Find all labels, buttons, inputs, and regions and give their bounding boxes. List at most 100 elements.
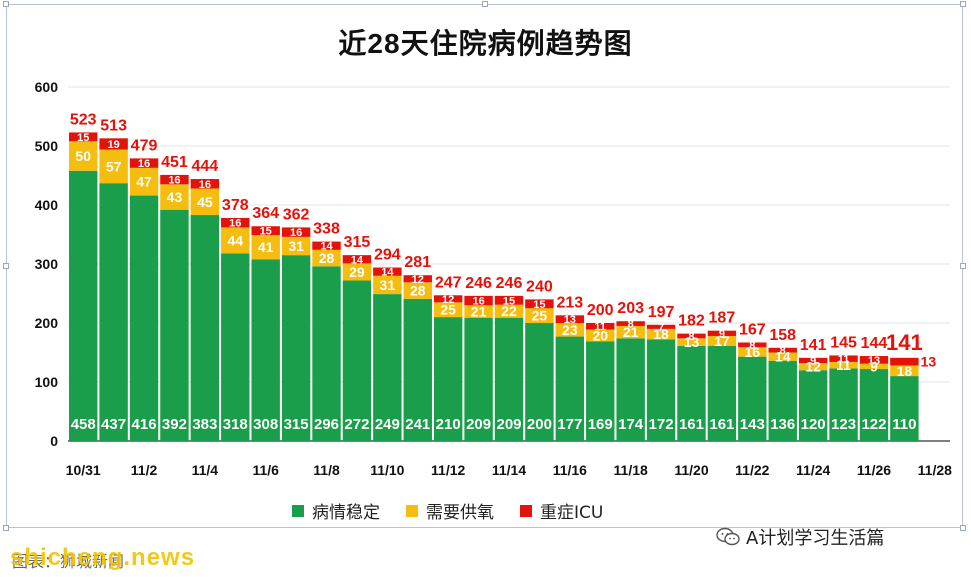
data-label-icu: 15 (260, 226, 272, 238)
legend-label-stable: 病情稳定 (312, 503, 380, 523)
data-label-total: 523 (70, 111, 97, 128)
legend-swatch-icu (520, 504, 532, 517)
data-label-stable: 315 (284, 416, 309, 433)
data-label-total: 246 (496, 275, 523, 292)
data-label-total: 315 (344, 234, 371, 251)
bar-oxygen (433, 302, 463, 318)
bar-oxygen (312, 249, 341, 267)
bar-icu (738, 342, 767, 348)
resize-handle-bottom-right[interactable] (960, 525, 966, 531)
bar-icu (190, 179, 220, 189)
data-label-icu: 11 (594, 321, 606, 333)
bar-stable (829, 368, 858, 441)
bar-icu (829, 355, 858, 362)
resize-handle-top[interactable] (482, 1, 488, 7)
bar-oxygen (707, 335, 737, 347)
data-label-icu: 15 (533, 299, 545, 311)
bar-icu (373, 267, 402, 276)
data-label-oxygen: 41 (258, 239, 274, 255)
bar-stable (373, 294, 402, 441)
data-label-oxygen: 13 (684, 334, 700, 350)
bar-oxygen (373, 275, 402, 295)
legend-item-oxygen: 需要供氧 (406, 498, 494, 523)
resize-handle-top-right[interactable] (960, 1, 966, 7)
bar-icu (69, 132, 98, 142)
resize-handle-left[interactable] (3, 263, 9, 269)
bar-oxygen (464, 305, 493, 318)
data-label-stable: 209 (496, 416, 521, 433)
data-label-icu: 13 (921, 354, 937, 370)
data-label-stable: 136 (770, 416, 795, 433)
bar-icu (525, 299, 554, 309)
bar-stable (251, 259, 280, 441)
bar-stable (646, 339, 676, 441)
data-label-icu: 12 (442, 294, 454, 306)
data-label-stable: 458 (71, 416, 96, 433)
bar-stable (129, 195, 159, 441)
data-label-icu: 12 (412, 274, 424, 286)
resize-handle-right[interactable] (960, 263, 966, 269)
x-tick-label: 11/4 (192, 462, 219, 478)
y-tick-label: 500 (35, 138, 59, 154)
bar-stable (494, 317, 524, 441)
data-label-icu: 16 (472, 296, 484, 308)
bar-oxygen (890, 365, 919, 377)
y-tick-label: 400 (35, 197, 59, 213)
data-label-total: 200 (587, 302, 614, 319)
x-tick-label: 11/8 (313, 462, 340, 478)
data-label-total: 362 (283, 206, 310, 223)
bar-oxygen (829, 361, 858, 369)
bar-oxygen (646, 328, 676, 340)
data-label-stable: 177 (557, 416, 582, 433)
bar-stable (281, 255, 311, 441)
bar-icu (312, 241, 341, 250)
y-tick-label: 100 (35, 374, 59, 390)
data-label-total: 145 (830, 334, 857, 351)
y-tick-label: 300 (35, 256, 59, 272)
data-label-stable: 143 (740, 416, 765, 433)
data-label-stable: 241 (405, 416, 430, 433)
bar-stable (160, 209, 189, 441)
data-label-stable: 210 (436, 416, 461, 433)
bar-icu (494, 295, 524, 305)
bar-stable (555, 336, 585, 441)
data-label-oxygen: 12 (805, 359, 821, 375)
bar-stable (403, 298, 432, 441)
data-label-stable: 161 (679, 416, 704, 433)
bar-stable (525, 323, 554, 441)
x-tick-label: 10/31 (66, 462, 101, 478)
data-label-oxygen: 22 (501, 303, 517, 319)
bar-icu (616, 321, 645, 326)
data-label-oxygen: 23 (562, 322, 578, 338)
bar-oxygen (251, 235, 280, 260)
chart-legend: 病情稳定 需要供氧 重症ICU (292, 498, 603, 523)
x-tick-label: 11/26 (857, 462, 891, 478)
resize-handle-top-left[interactable] (3, 1, 9, 7)
data-label-icu: 14 (351, 254, 364, 266)
wechat-watermark: A计划学习生活篇 (716, 524, 884, 550)
data-label-oxygen: 16 (745, 344, 761, 360)
data-label-oxygen: 9 (870, 358, 878, 374)
data-label-oxygen: 21 (471, 303, 487, 319)
bar-icu (221, 217, 250, 228)
data-label-icu: 8 (780, 345, 786, 357)
legend-label-oxygen: 需要供氧 (426, 503, 494, 523)
bar-icu (403, 275, 432, 283)
data-label-stable: 172 (649, 416, 674, 433)
data-label-oxygen: 47 (136, 174, 152, 190)
bar-oxygen (768, 352, 797, 361)
data-label-stable: 200 (527, 416, 552, 433)
bar-stable (768, 360, 797, 441)
data-label-total: 451 (161, 154, 188, 171)
data-label-stable: 296 (314, 416, 339, 433)
data-label-total: 141 (800, 337, 827, 354)
x-tick-label: 11/2 (131, 462, 158, 478)
resize-handle-bottom-left[interactable] (3, 525, 9, 531)
bar-oxygen (160, 184, 189, 210)
legend-item-stable: 病情稳定 (292, 498, 380, 523)
bar-stable (342, 280, 372, 441)
y-tick-label: 200 (35, 315, 59, 331)
x-tick-label: 11/18 (614, 462, 648, 478)
data-label-icu: 15 (77, 132, 89, 144)
data-label-stable: 161 (709, 416, 734, 433)
